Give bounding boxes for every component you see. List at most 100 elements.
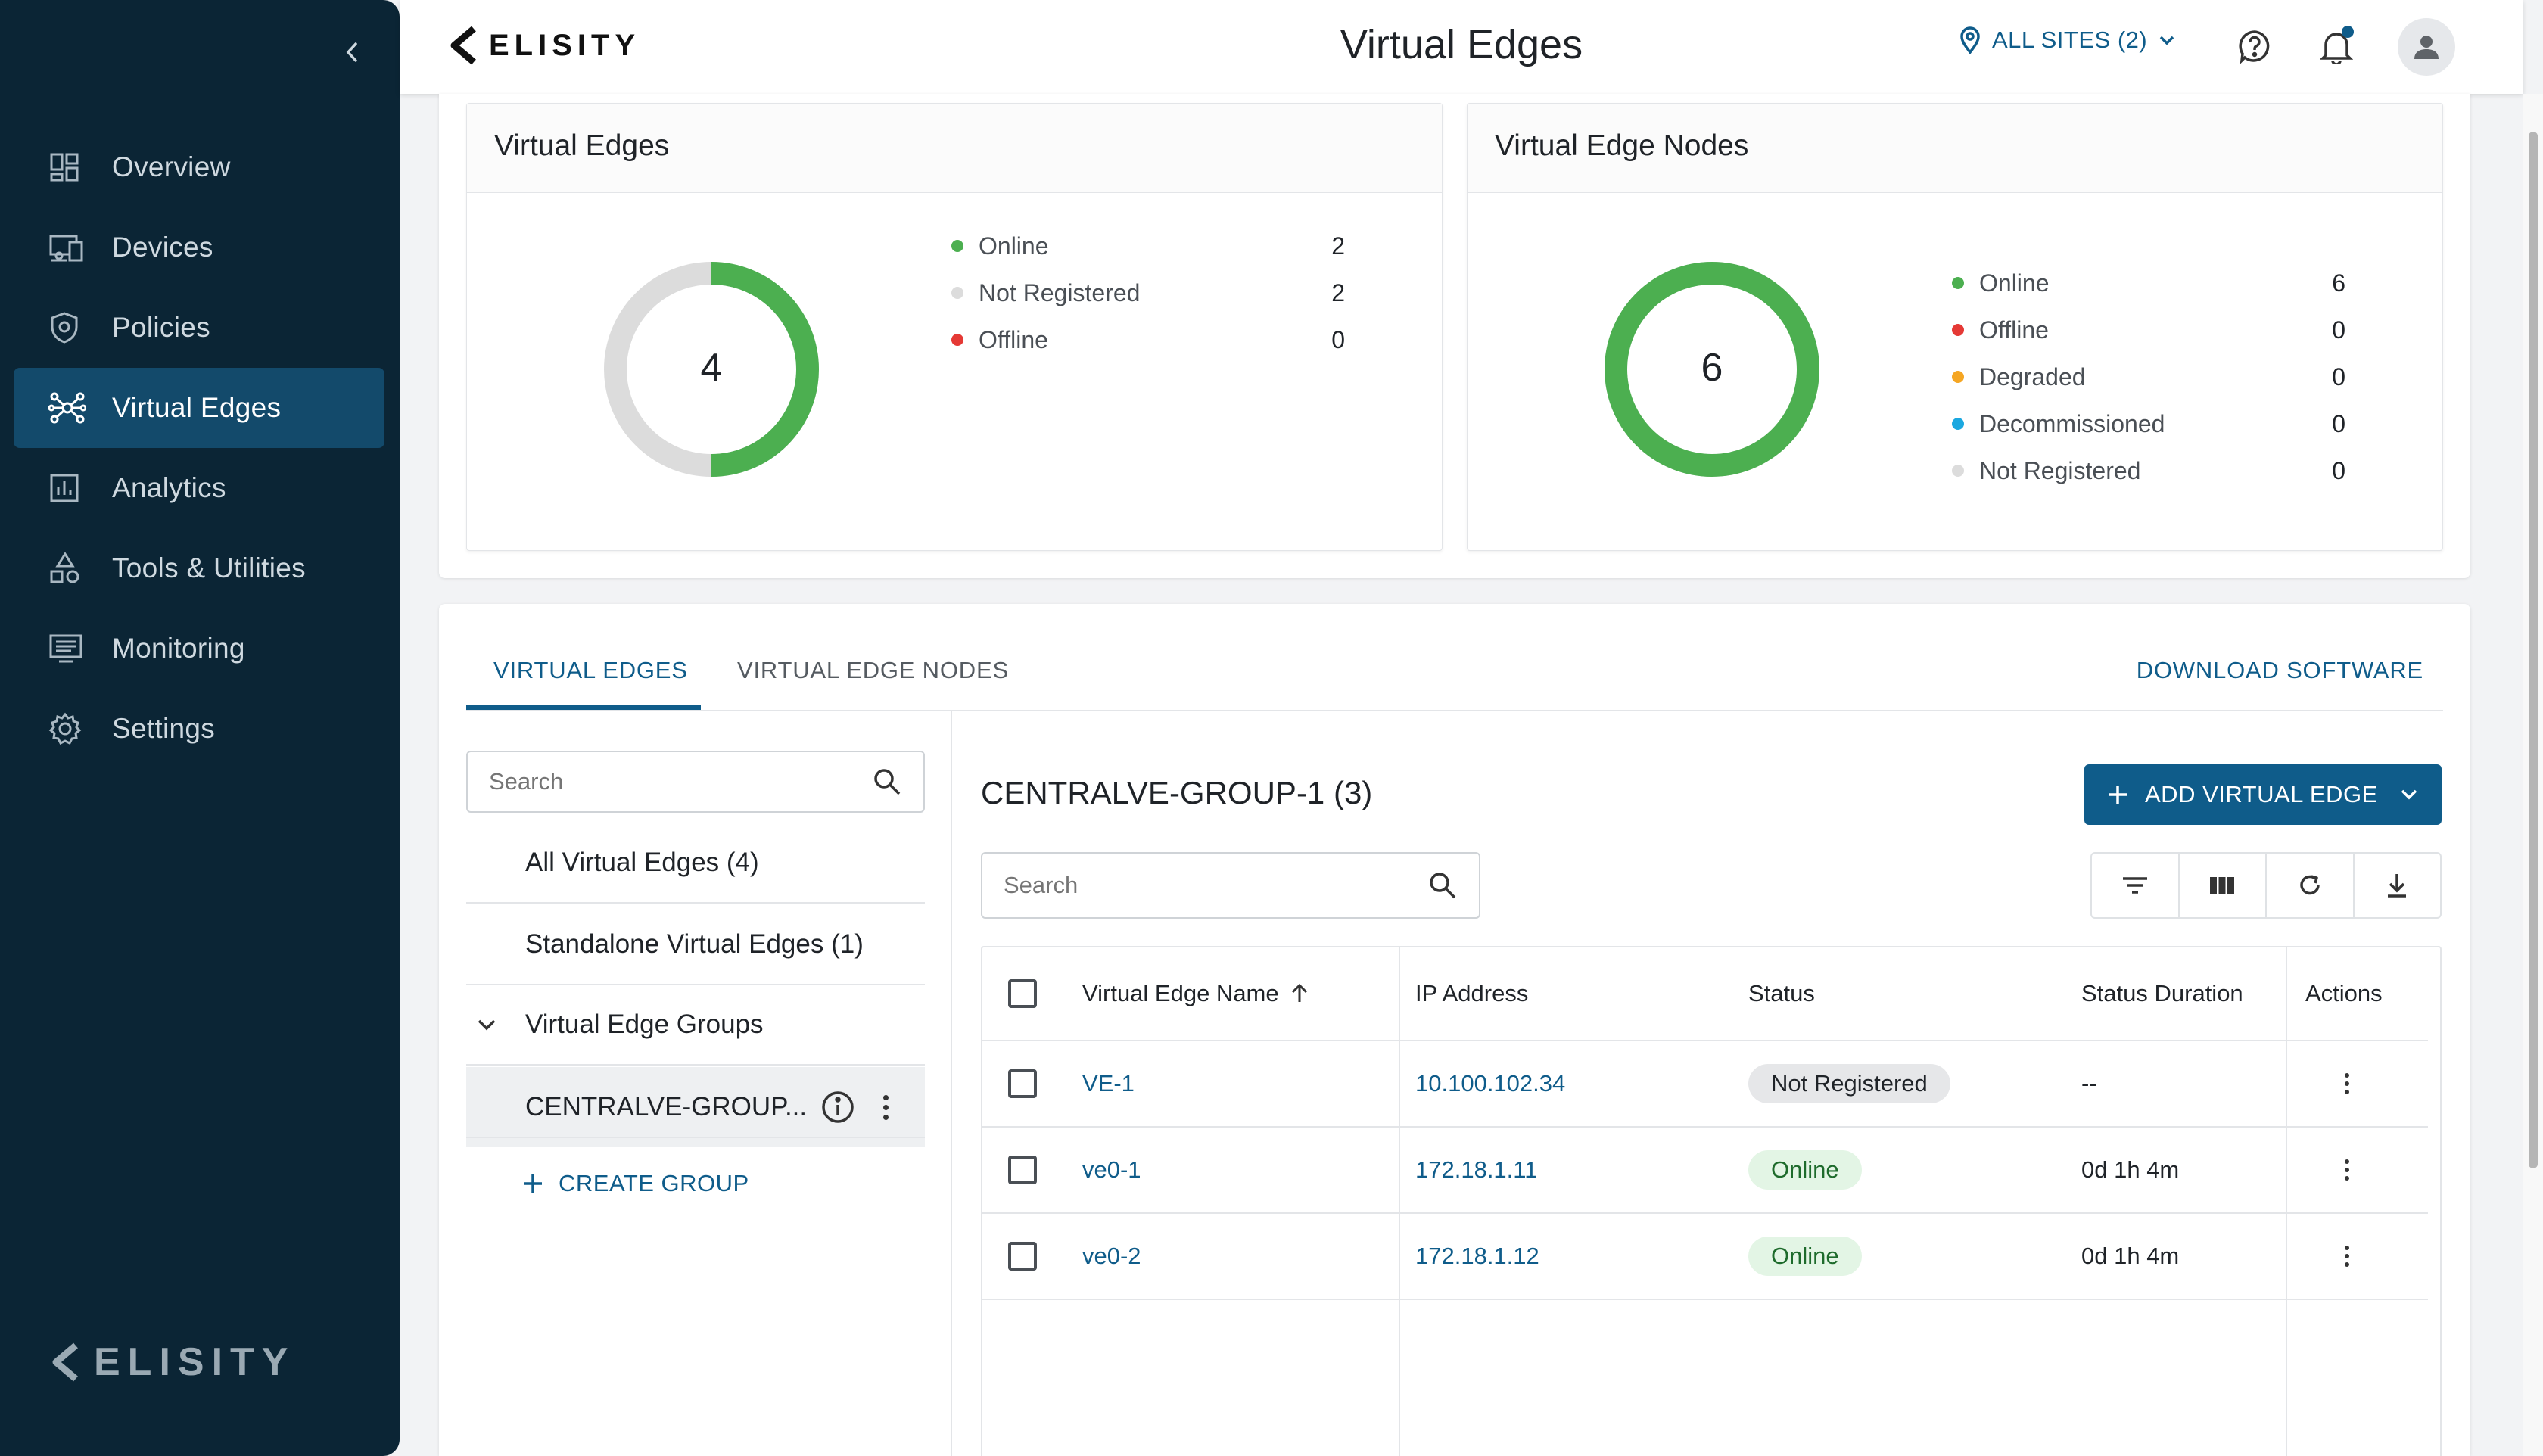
sidebar-item-policies[interactable]: Policies — [14, 288, 384, 368]
tree-item-all-virtual-edges[interactable]: All Virtual Edges (4) — [466, 823, 925, 904]
column-header-name[interactable]: Virtual Edge Name — [1082, 947, 1309, 1040]
row-checkbox-cell — [1008, 1214, 1037, 1299]
status-dot — [951, 334, 963, 346]
more-vertical-icon[interactable] — [2345, 1159, 2349, 1181]
column-header-status-duration[interactable]: Status Duration — [2081, 947, 2243, 1040]
sidebar-item-analytics[interactable]: Analytics — [14, 448, 384, 528]
row-checkbox[interactable] — [1008, 1242, 1037, 1271]
active-tab-indicator — [466, 705, 701, 710]
table-search-field[interactable] — [981, 852, 1480, 919]
table-row[interactable]: VE-1 10.100.102.34 Not Registered -- — [982, 1041, 2428, 1128]
column-divider — [1399, 947, 1400, 1456]
virtual-edges-card: Virtual Edges 4 Online 2 Not Registered 2 … — [466, 103, 1443, 551]
sidebar-brand: ELISITY — [94, 1340, 296, 1384]
status-cell: Online — [1748, 1214, 1862, 1299]
tab-virtual-edges[interactable]: VIRTUAL EDGES — [493, 657, 688, 683]
sidebar-item-monitoring[interactable]: Monitoring — [14, 608, 384, 689]
column-header-actions: Actions — [2305, 947, 2383, 1040]
row-actions-cell — [2345, 1214, 2349, 1299]
scrollbar-thumb[interactable] — [2529, 132, 2538, 1168]
download-button[interactable] — [2355, 854, 2441, 917]
help-button[interactable] — [2230, 21, 2280, 71]
tree-search-input[interactable] — [489, 768, 872, 795]
download-software-link[interactable]: DOWNLOAD SOFTWARE — [2136, 657, 2423, 683]
main-panel: VIRTUAL EDGES VIRTUAL EDGE NODES DOWNLOA… — [439, 604, 2470, 1456]
header-logo[interactable]: ELISITY — [448, 26, 640, 65]
table-row[interactable]: ve0-2 172.18.1.12 Online 0d 1h 4m — [982, 1214, 2428, 1300]
refresh-button[interactable] — [2267, 854, 2355, 917]
download-icon — [2388, 874, 2407, 898]
columns-button[interactable] — [2180, 854, 2267, 917]
notifications-button[interactable] — [2311, 21, 2361, 71]
tree-item-selected-group[interactable]: CENTRALVE-GROUP... — [466, 1067, 925, 1147]
ip-address-link[interactable]: 10.100.102.34 — [1415, 1070, 1566, 1097]
virtual-edges-donut: 4 — [604, 262, 819, 477]
row-actions-cell — [2345, 1041, 2349, 1126]
filter-button[interactable] — [2092, 854, 2180, 917]
legend-label: Online — [1979, 269, 2050, 297]
table-row[interactable]: ve0-1 172.18.1.11 Online 0d 1h 4m — [982, 1128, 2428, 1214]
page-scrollbar[interactable] — [2523, 94, 2543, 1456]
more-vertical-icon[interactable] — [2345, 1073, 2349, 1094]
collapse-sidebar-button[interactable] — [333, 33, 371, 71]
sidebar-item-tools-utilities[interactable]: Tools & Utilities — [14, 528, 384, 608]
status-dot — [1952, 324, 1964, 336]
legend-value: 0 — [2332, 316, 2345, 344]
status-badge: Not Registered — [1748, 1064, 1950, 1103]
top-header: ELISITY Virtual Edges ALL SITES (2) — [400, 0, 2523, 94]
sidebar-item-devices[interactable]: Devices — [14, 207, 384, 288]
tree-item-label: Standalone Virtual Edges (1) — [525, 929, 864, 959]
add-virtual-edge-button[interactable]: ADD VIRTUAL EDGE — [2084, 764, 2442, 825]
legend-label: Not Registered — [979, 278, 1141, 306]
sidebar-item-virtual-edges[interactable]: Virtual Edges — [14, 368, 384, 448]
summary-panel: Virtual Edges 4 Online 2 Not Registered 2 … — [439, 94, 2470, 578]
sidebar-item-settings[interactable]: Settings — [14, 689, 384, 769]
tree-item-virtual-edge-groups[interactable]: Virtual Edge Groups — [466, 985, 925, 1066]
column-header-status[interactable]: Status — [1748, 947, 1815, 1040]
filter-icon — [2122, 877, 2147, 894]
legend-row-not-registered: Not Registered 0 — [1952, 447, 2345, 494]
column-header-label: IP Address — [1415, 980, 1529, 1006]
columns-icon — [2210, 877, 2235, 894]
more-vertical-icon[interactable] — [2345, 1246, 2349, 1267]
user-avatar[interactable] — [2398, 18, 2455, 76]
virtual-edge-nodes-legend: Online 6 Offline 0 Degraded 0 Decommissione… — [1952, 260, 2345, 494]
sidebar-item-label: Analytics — [112, 472, 226, 503]
plus-icon — [2109, 786, 2127, 804]
row-checkbox[interactable] — [1008, 1156, 1037, 1184]
create-group-button[interactable]: CREATE GROUP — [522, 1170, 749, 1197]
chevron-down-icon[interactable] — [475, 1017, 498, 1032]
more-vertical-icon[interactable] — [878, 1094, 893, 1120]
row-checkbox-cell — [1008, 1041, 1037, 1126]
column-header-label: Status — [1748, 980, 1815, 1006]
tab-virtual-edge-nodes[interactable]: VIRTUAL EDGE NODES — [737, 657, 1009, 683]
row-checkbox-cell — [1008, 1128, 1037, 1212]
status-badge: Online — [1748, 1150, 1862, 1190]
legend-label: Offline — [979, 325, 1048, 353]
ip-address-link[interactable]: 172.18.1.11 — [1415, 1156, 1538, 1183]
info-icon[interactable] — [820, 1090, 855, 1125]
sidebar-item-label: Tools & Utilities — [112, 552, 306, 583]
site-selector[interactable]: ALL SITES (2) — [1959, 26, 2176, 54]
virtual-edge-nodes-card: Virtual Edge Nodes 6 Online 6 Offline 0 De… — [1467, 103, 2443, 551]
search-icon[interactable] — [872, 767, 902, 797]
column-header-ip[interactable]: IP Address — [1415, 947, 1528, 1040]
status-dot — [951, 287, 963, 299]
tree-search-field[interactable] — [466, 751, 925, 813]
page-title: Virtual Edges — [1340, 22, 1583, 67]
virtual-edge-name-link[interactable]: VE-1 — [1082, 1070, 1135, 1097]
tab-bar: VIRTUAL EDGES VIRTUAL EDGE NODES DOWNLOA… — [466, 604, 2443, 711]
ip-address-link[interactable]: 172.18.1.12 — [1415, 1243, 1539, 1269]
virtual-edge-nodes-donut: 6 — [1605, 262, 1819, 477]
sidebar-item-label: Settings — [112, 713, 216, 744]
sidebar-item-overview[interactable]: Overview — [14, 127, 384, 207]
search-icon[interactable] — [1427, 870, 1458, 901]
donut-online-arc — [1605, 262, 1819, 477]
row-checkbox[interactable] — [1008, 1069, 1037, 1098]
table-search-input[interactable] — [1004, 872, 1427, 899]
legend-value: 2 — [1331, 232, 1345, 260]
virtual-edge-name-link[interactable]: ve0-2 — [1082, 1243, 1141, 1269]
virtual-edge-name-link[interactable]: ve0-1 — [1082, 1156, 1141, 1183]
tree-item-standalone[interactable]: Standalone Virtual Edges (1) — [466, 905, 925, 985]
select-all-checkbox[interactable] — [1008, 979, 1037, 1008]
